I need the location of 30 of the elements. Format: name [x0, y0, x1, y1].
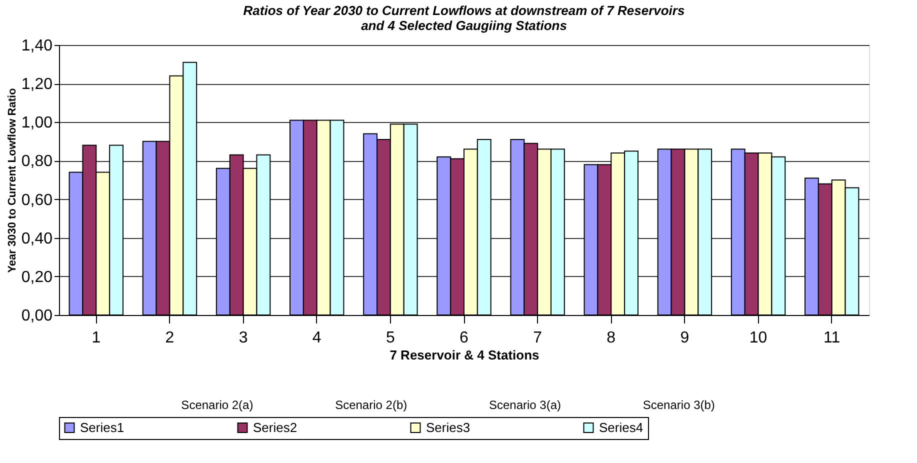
text: Scenario 3(a) [488, 398, 562, 412]
y-tick-label: 0,40 [21, 230, 53, 248]
text: Scenario 2(a) [181, 398, 254, 412]
text: Scenario 2(b) [335, 398, 408, 412]
y-tick-label: 0,80 [21, 153, 53, 170]
x-tick-label: 7 [533, 330, 542, 346]
y-tick-label: 0,20 [21, 268, 53, 286]
x-tick-label: 2 [165, 330, 174, 346]
x-tick-label: 5 [386, 330, 395, 346]
text: Scenario 3(b) [642, 398, 715, 412]
chart-title: Ratios of Year 2030 to Current Lowflows at downstream of 7 Reservoirs and 4 Selected Gaugiing Stations [243, 3, 685, 33]
y-tick-label: 0,00 [21, 308, 53, 324]
x-tick-label: 9 [680, 330, 690, 346]
legend-label: Series3 [426, 420, 470, 435]
y-tick-label: 1,20 [21, 76, 53, 94]
x-tick-label: 10 [749, 330, 768, 346]
legend-label: Series1 [80, 420, 124, 435]
x-tick-label: 6 [460, 330, 469, 346]
x-tick-label: 1 [92, 330, 101, 346]
legend-label: Series2 [253, 420, 298, 435]
x-tick-label: 3 [238, 330, 248, 346]
y-tick-label: 1,00 [21, 114, 53, 132]
y-axis-title: Year 3030 to Current Lowflow Ratio [6, 88, 18, 273]
x-axis-title: 7 Reservoir & 4 Stations [390, 348, 540, 362]
y-tick-label: 1,40 [21, 38, 53, 54]
y-tick-label: 0,60 [21, 192, 53, 209]
x-tick-label: 11 [824, 330, 840, 346]
legend-label: Series4 [599, 420, 644, 435]
x-tick-label: 8 [606, 330, 616, 346]
x-tick-label: 4 [312, 330, 322, 346]
